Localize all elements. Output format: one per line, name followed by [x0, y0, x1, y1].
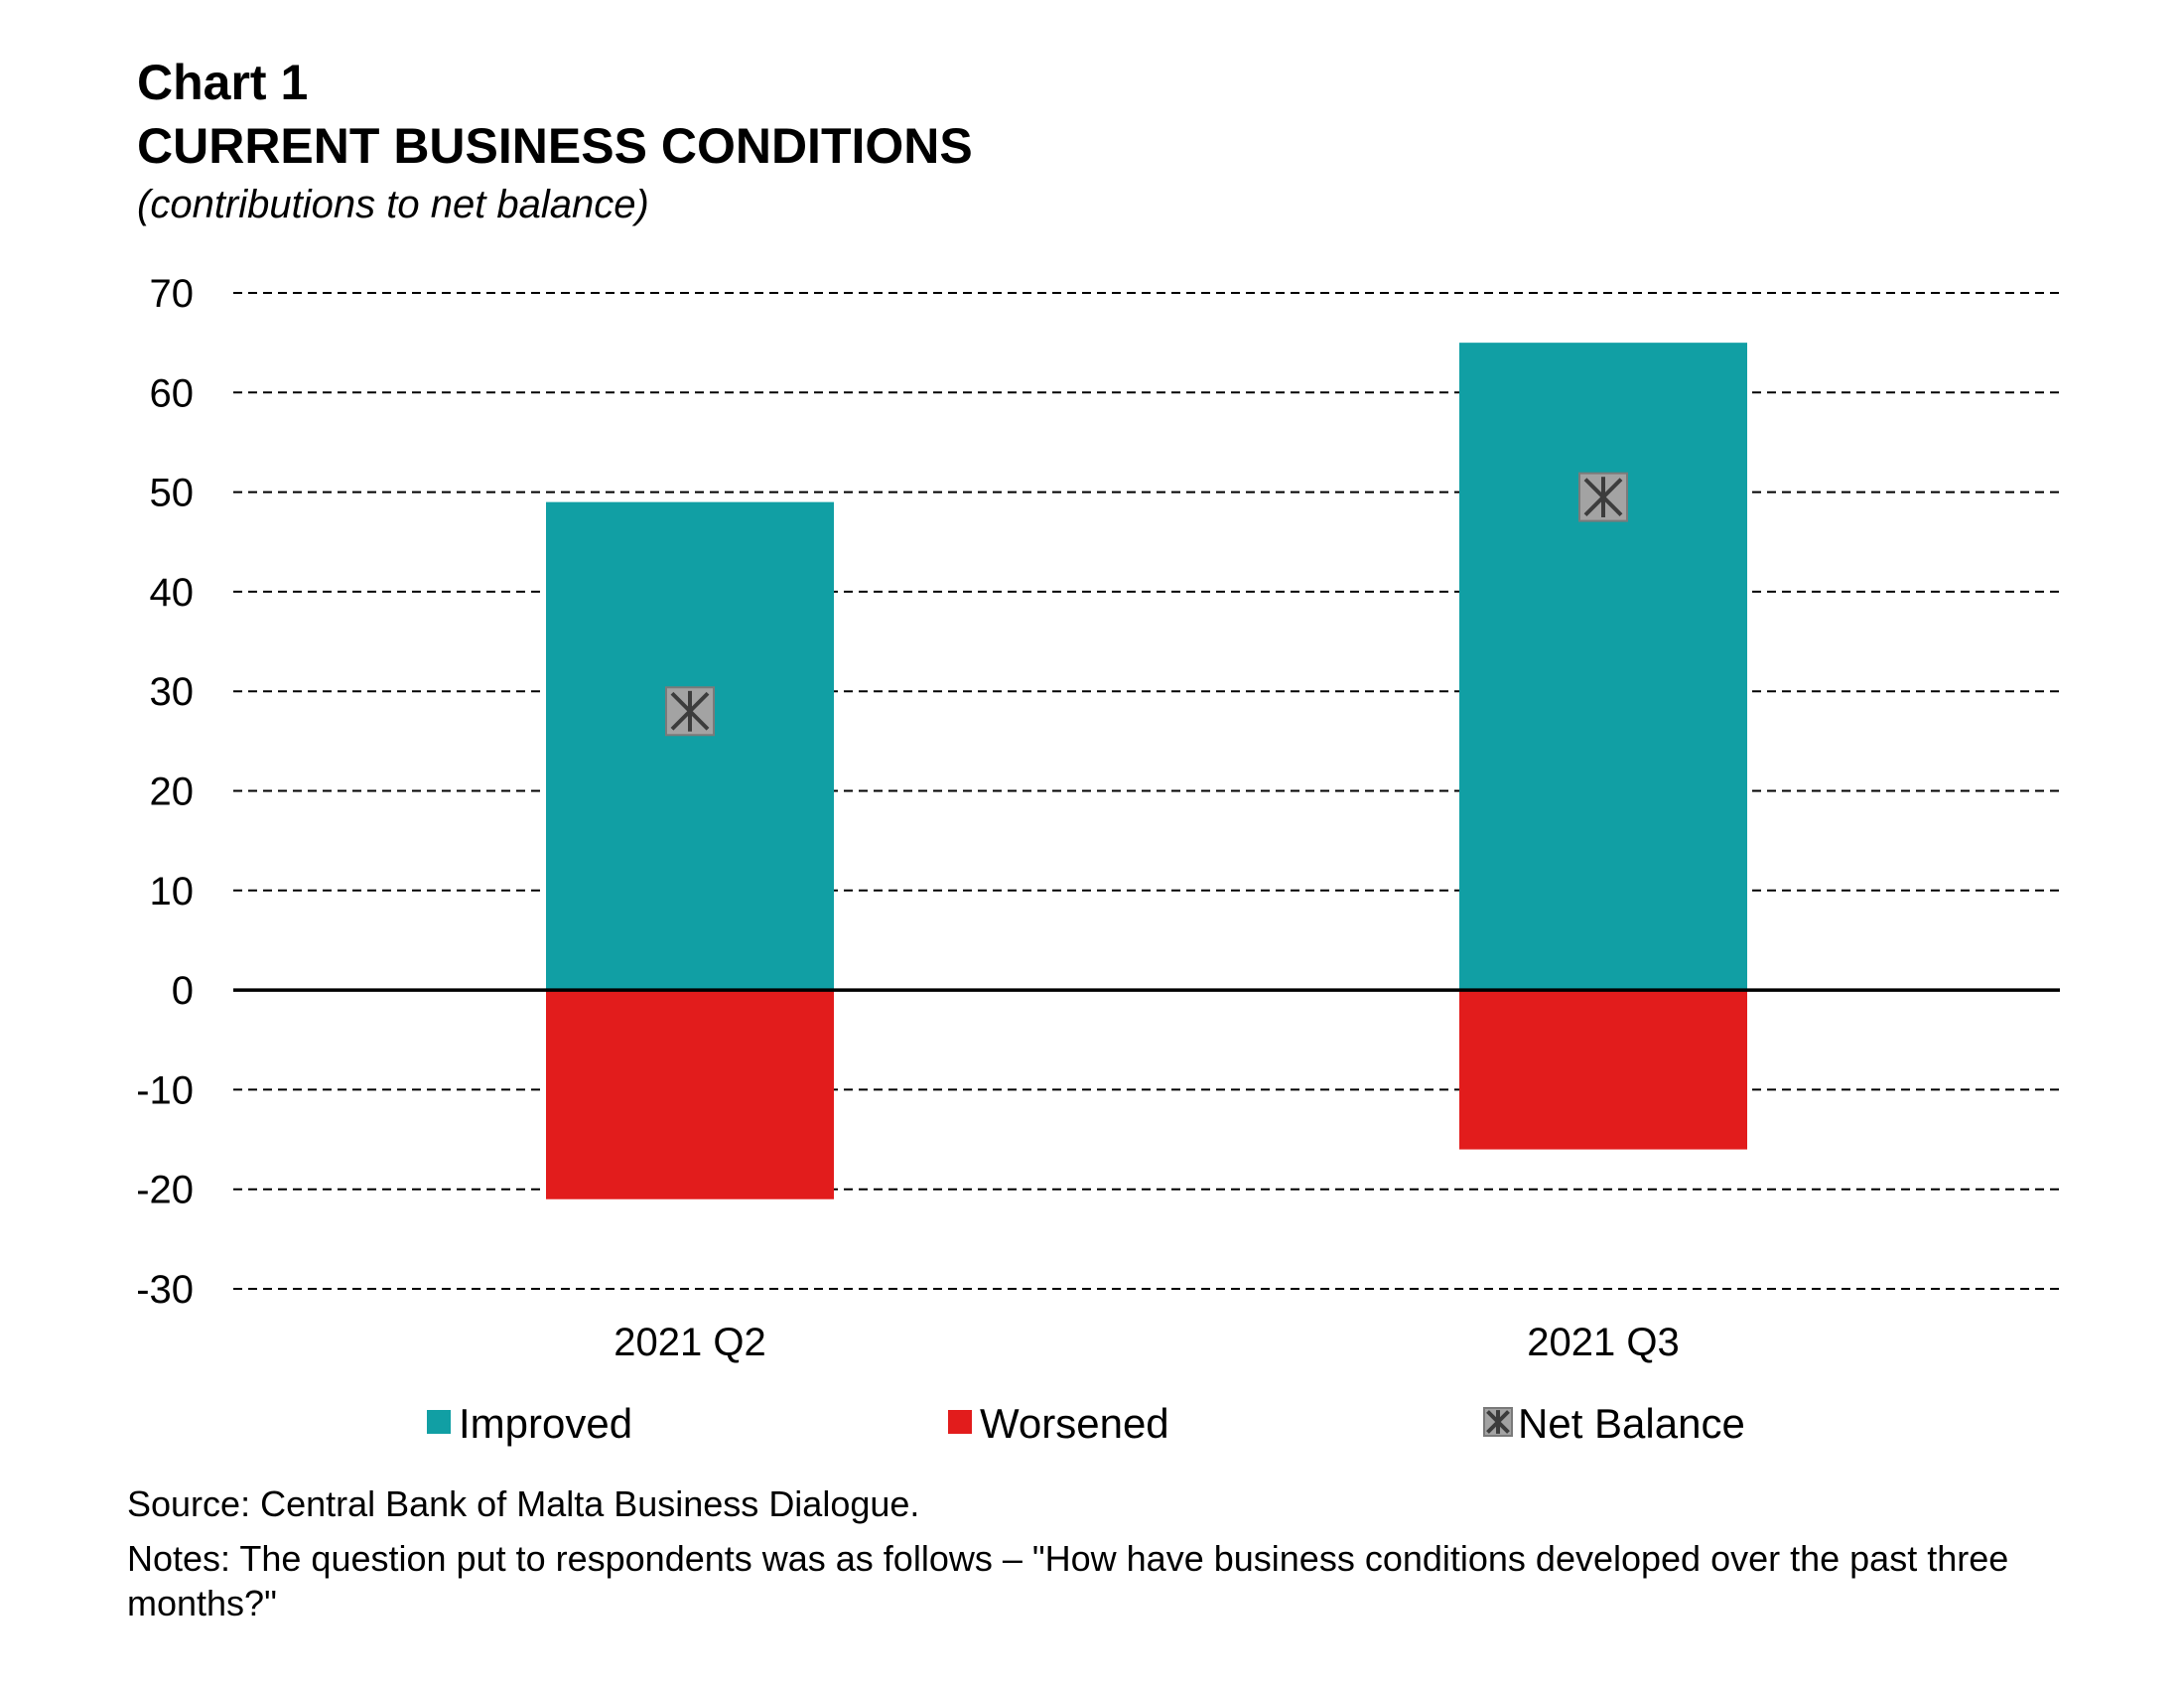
source-note: Source: Central Bank of Malta Business D…: [127, 1483, 920, 1524]
bar-improved: [546, 501, 834, 991]
y-tick-label: 10: [150, 870, 195, 914]
y-tick-label: 50: [150, 472, 195, 515]
y-tick-label: 30: [150, 670, 195, 714]
bar-improved: [1459, 343, 1747, 991]
legend-swatch-worsened: [948, 1410, 972, 1434]
notes-text: Notes: The question put to respondents w…: [127, 1538, 2009, 1623]
y-tick-label: -10: [136, 1068, 194, 1112]
y-tick-label: 0: [172, 969, 194, 1013]
y-tick-label: -20: [136, 1169, 194, 1212]
y-tick-label: 20: [150, 771, 195, 814]
chart-label: Chart 1: [137, 55, 309, 110]
legend-swatch-net-balance: [1483, 1407, 1513, 1437]
legend-swatch-improved: [427, 1410, 451, 1434]
y-tick-label: -30: [136, 1268, 194, 1312]
bar-worsened: [1459, 990, 1747, 1150]
y-tick-label: 60: [150, 371, 195, 415]
legend-label: Net Balance: [1518, 1400, 1745, 1447]
y-tick-label: 40: [150, 571, 195, 615]
legend-label: Improved: [459, 1400, 632, 1447]
y-tick-label: 70: [150, 272, 195, 316]
x-tick-label: 2021 Q2: [614, 1321, 765, 1364]
legend-label: Worsened: [980, 1400, 1169, 1447]
bar-worsened: [546, 990, 834, 1199]
chart-subtitle: (contributions to net balance): [137, 183, 649, 226]
chart-plot: 70 60 50 40 30 20 10 0 -10 -20 -30 2021 Q2 2021 Q3 Im…: [136, 272, 2060, 1447]
net-balance-marker: [1578, 472, 1628, 522]
chart-title: CURRENT BUSINESS CONDITIONS: [137, 118, 973, 174]
net-balance-marker: [665, 686, 715, 737]
x-tick-label: 2021 Q3: [1527, 1321, 1679, 1364]
